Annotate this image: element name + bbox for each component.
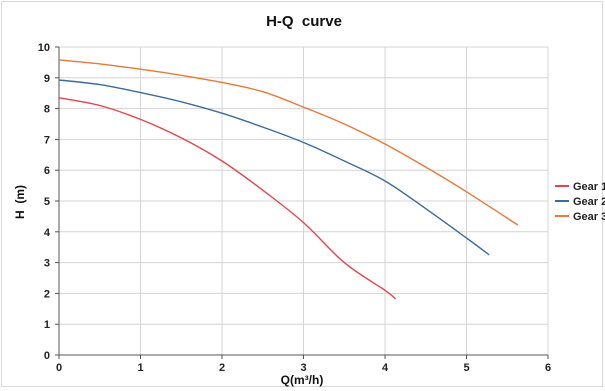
legend-label-gear-1: Gear 1 bbox=[573, 181, 605, 193]
x-tick-label: 1 bbox=[137, 362, 143, 374]
x-tick-label: 2 bbox=[219, 362, 225, 374]
series-lines bbox=[58, 59, 519, 300]
y-tick-label: 7 bbox=[44, 134, 50, 146]
x-axis-title: Q(m³/h) bbox=[281, 373, 324, 387]
series-line-gear-3 bbox=[58, 59, 519, 226]
axes bbox=[55, 46, 549, 359]
y-tick-label: 0 bbox=[44, 350, 50, 362]
x-tick-labels: 0 1 2 3 4 5 6 bbox=[56, 362, 551, 374]
y-tick-label: 6 bbox=[44, 165, 50, 177]
legend-label-gear-2: Gear 2 bbox=[573, 196, 605, 208]
y-tick-label: 2 bbox=[44, 288, 50, 300]
y-tick-labels: 0 1 2 3 4 5 6 7 8 9 10 bbox=[38, 42, 51, 362]
y-tick-label: 4 bbox=[44, 227, 51, 239]
x-tick-label: 3 bbox=[300, 362, 306, 374]
y-tick-label: 1 bbox=[44, 319, 50, 331]
x-tick-label: 4 bbox=[382, 362, 389, 374]
x-tick-label: 6 bbox=[545, 362, 551, 374]
legend-label-gear-3: Gear 3 bbox=[573, 211, 605, 223]
chart-title: H-Q curve bbox=[266, 13, 342, 30]
y-tick-label: 5 bbox=[44, 196, 50, 208]
series-line-gear-1 bbox=[58, 97, 397, 300]
series-line-gear-2 bbox=[58, 79, 490, 256]
x-tick-label: 5 bbox=[463, 362, 469, 374]
y-tick-label: 10 bbox=[38, 42, 50, 54]
y-tick-label: 3 bbox=[44, 258, 50, 270]
x-tick-label: 0 bbox=[56, 362, 62, 374]
y-tick-label: 8 bbox=[44, 104, 50, 116]
grid-lines bbox=[58, 46, 549, 356]
legend: Gear 1 Gear 2 Gear 3 bbox=[555, 181, 605, 223]
y-axis-title: H (m) bbox=[13, 185, 27, 219]
y-tick-label: 9 bbox=[44, 73, 50, 85]
